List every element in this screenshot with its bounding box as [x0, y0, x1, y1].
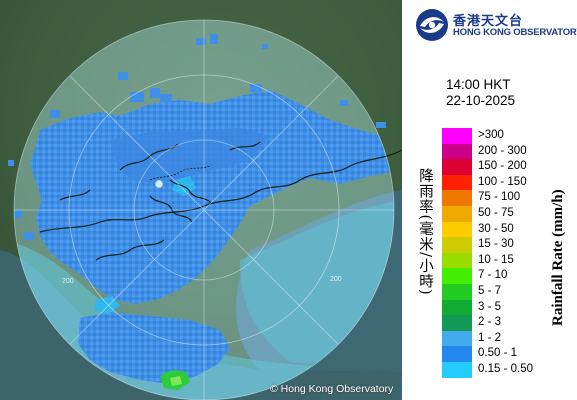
legend-label: 15 - 30 [478, 238, 514, 251]
legend-label: 10 - 15 [478, 253, 514, 266]
legend-swatch [442, 159, 472, 175]
range-ring-label: 200 [62, 278, 74, 285]
legend-label: 5 - 7 [478, 284, 502, 297]
rain-echo-core [110, 128, 270, 184]
legend-swatch [442, 283, 472, 300]
legend-swatch [442, 330, 472, 347]
rain-echo-scatter [8, 34, 386, 240]
legend-label: 0.15 - 0.50 [478, 362, 533, 375]
range-ring-label: 200 [330, 276, 342, 283]
legend-label: 200 - 300 [478, 144, 527, 157]
legend-title-cn: 降雨率(毫米/小時) [417, 168, 433, 296]
legend-label: 150 - 200 [478, 160, 527, 173]
org-name-en: HONG KONG OBSERVATORY [453, 27, 577, 38]
legend-swatch [442, 190, 472, 206]
radar-map: 200 200 © Hong Kong Observatory [0, 0, 402, 400]
rain-cell-moderate [170, 376, 182, 386]
legend-swatch [442, 143, 472, 160]
legend-swatch [442, 361, 472, 378]
org-name-cn: 香港天文台 [453, 14, 524, 29]
legend-label: 7 - 10 [478, 269, 508, 282]
legend-title-en: Rainfall Rate (mm/h) [550, 189, 566, 327]
range-rings [13, 19, 395, 400]
legend-label: >300 [478, 129, 504, 141]
legend-swatch [442, 205, 472, 222]
legend-panel: 香港天文台 HONG KONG OBSERVATORY 14:00 HKT 22… [402, 0, 577, 400]
legend-label: 1 - 2 [478, 331, 502, 344]
legend-label: 3 - 5 [478, 300, 502, 313]
boundary-line [149, 165, 211, 181]
copyright-text: © Hong Kong Observatory [270, 383, 394, 395]
legend-swatch [442, 268, 472, 284]
radar-outer-mask [0, 0, 402, 400]
legend-swatch [442, 174, 472, 191]
legend-label: 30 - 50 [478, 222, 514, 235]
legend-swatch [442, 299, 472, 316]
rain-echo-south [78, 312, 230, 384]
legend-swatch [442, 128, 472, 144]
timestamp-time: 14:00 HKT [446, 77, 511, 92]
timestamp-date: 22-10-2025 [446, 93, 516, 108]
legend-swatch [442, 237, 472, 253]
legend-label: 75 - 100 [478, 191, 521, 204]
hko-logo: 香港天文台 HONG KONG OBSERVATORY [415, 8, 577, 42]
legend-label: 50 - 75 [478, 206, 514, 219]
hko-emblem-icon [416, 9, 448, 41]
legend-label: 2 - 3 [478, 316, 502, 329]
legend-swatch [442, 221, 472, 238]
legend-swatch [442, 315, 472, 331]
radar-site-marker [154, 179, 164, 189]
legend-label: 100 - 150 [478, 175, 527, 188]
legend-swatch [442, 346, 472, 362]
legend-swatch [442, 252, 472, 269]
legend-label: 0.50 - 1 [478, 347, 517, 360]
radar-image: 200 200 [0, 0, 402, 400]
